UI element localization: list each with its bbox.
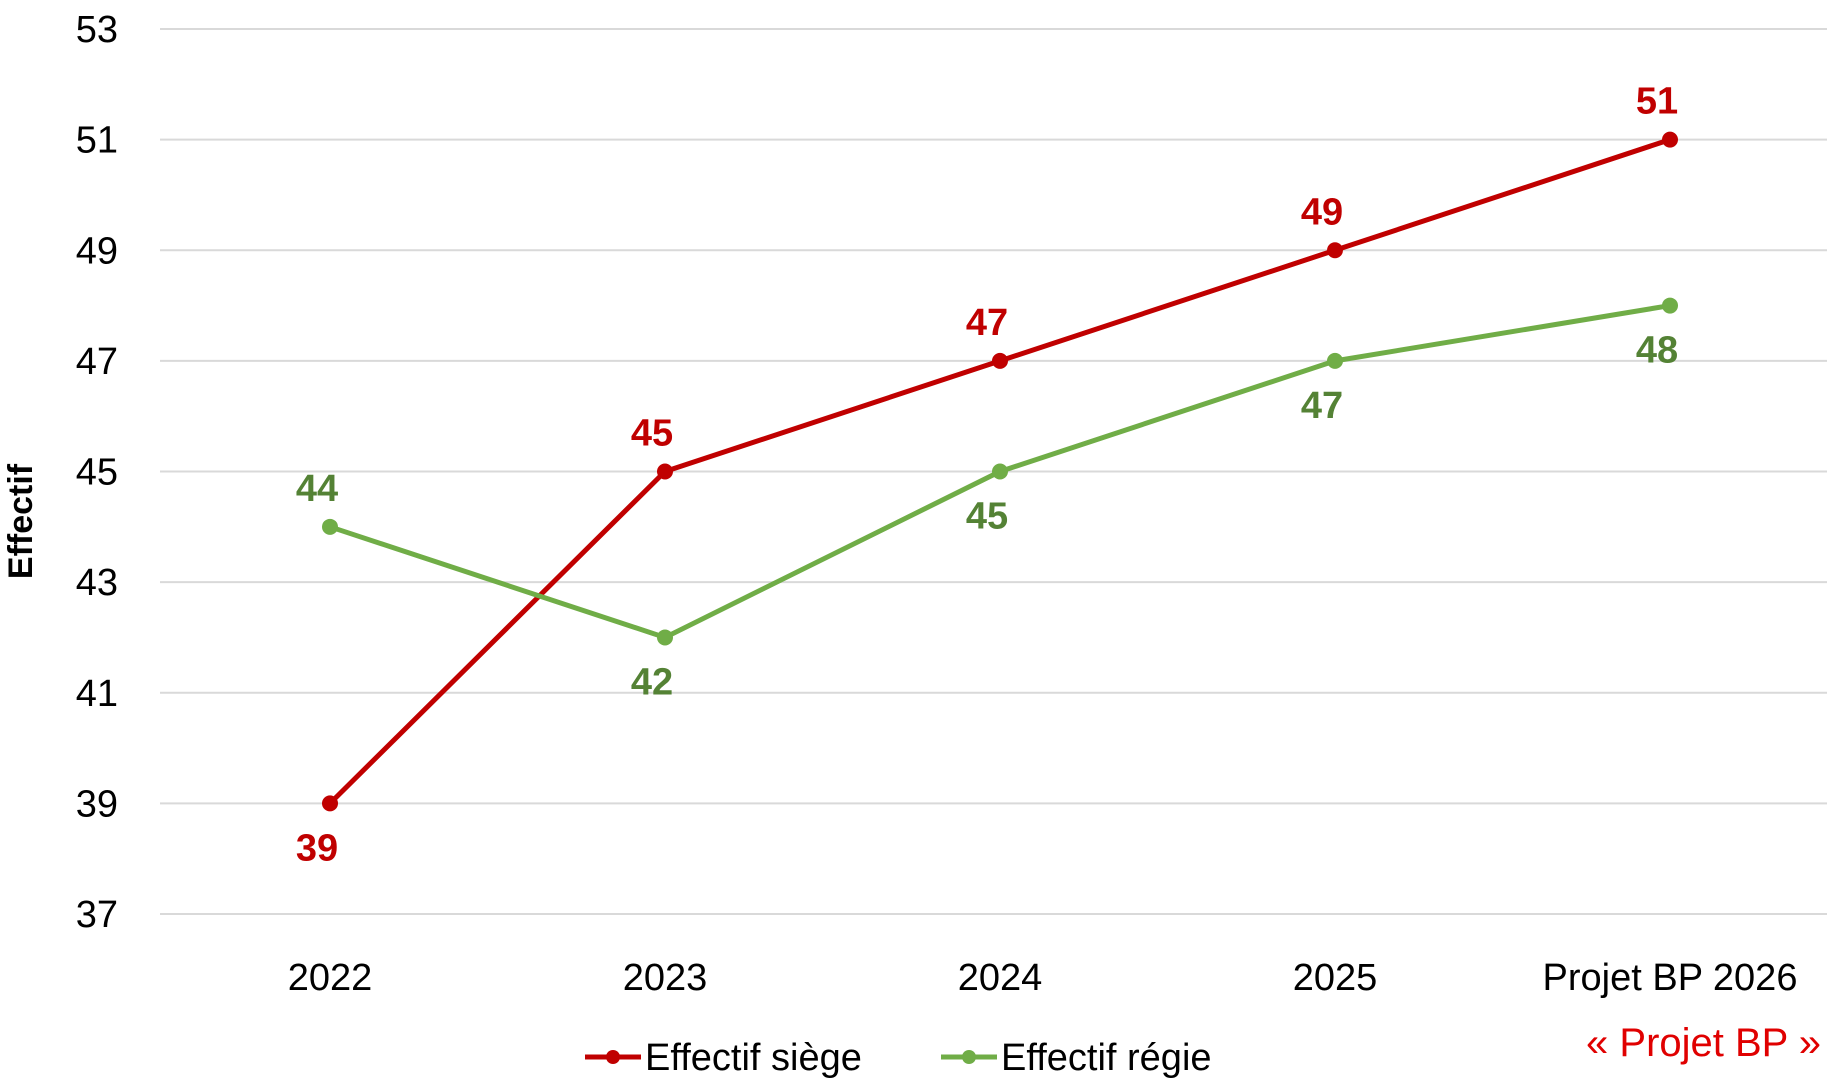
y-tick-label: 43	[76, 562, 118, 604]
data-point	[322, 795, 338, 812]
y-tick-label: 41	[76, 673, 118, 715]
data-point	[992, 352, 1008, 369]
x-tick-label: 2025	[1293, 957, 1378, 999]
y-tick-label: 37	[76, 894, 118, 936]
projet-bp-annotation: « Projet BP »	[1586, 1021, 1821, 1065]
data-point	[322, 518, 338, 535]
data-point	[1662, 297, 1678, 314]
x-tick-label: Projet BP 2026	[1543, 957, 1798, 999]
legend-label: Effectif régie	[1001, 1037, 1212, 1079]
legend-item-0: Effectif siège	[585, 1037, 862, 1079]
data-label: 49	[1301, 191, 1343, 233]
data-label: 42	[631, 661, 673, 703]
data-point	[1662, 131, 1678, 148]
series-0: 39 45 47 49 51	[296, 81, 1678, 870]
x-tick-label: 2024	[958, 957, 1043, 999]
data-label: 45	[631, 413, 673, 455]
legend-swatch-marker	[962, 1050, 976, 1064]
data-label: 47	[966, 302, 1008, 344]
x-tick-label: 2023	[623, 957, 708, 999]
data-point	[1327, 242, 1343, 259]
x-axis-ticks: 2022 2023 2024 2025 Projet BP 2026	[288, 957, 1798, 999]
data-point	[992, 463, 1008, 480]
data-label: 44	[296, 468, 338, 510]
y-tick-label: 47	[76, 341, 118, 383]
data-point	[657, 463, 673, 480]
series-1: 44 42 45 47 48	[296, 297, 1678, 703]
series-group: 39 45 47 49 51 44 42 45 47 48	[296, 81, 1678, 870]
data-point	[657, 629, 673, 646]
data-label: 47	[1301, 385, 1343, 427]
y-tick-label: 49	[76, 230, 118, 272]
data-label: 48	[1636, 330, 1678, 372]
y-tick-label: 53	[76, 9, 118, 51]
y-tick-label: 51	[76, 120, 118, 162]
y-tick-label: 39	[76, 783, 118, 825]
y-axis-ticks: 37 39 41 43 45 47 49 51 53	[76, 9, 118, 936]
y-axis-label: Effectif	[2, 463, 40, 579]
data-label: 39	[296, 827, 338, 869]
legend-item-1: Effectif régie	[941, 1037, 1212, 1079]
legend: Effectif siège Effectif régie	[585, 1037, 1212, 1079]
y-tick-label: 45	[76, 452, 118, 494]
legend-swatch-marker	[606, 1050, 620, 1064]
legend-label: Effectif siège	[645, 1037, 862, 1079]
x-tick-label: 2022	[288, 957, 373, 999]
data-point	[1327, 352, 1343, 369]
data-label: 45	[966, 496, 1008, 538]
data-label: 51	[1636, 81, 1678, 123]
